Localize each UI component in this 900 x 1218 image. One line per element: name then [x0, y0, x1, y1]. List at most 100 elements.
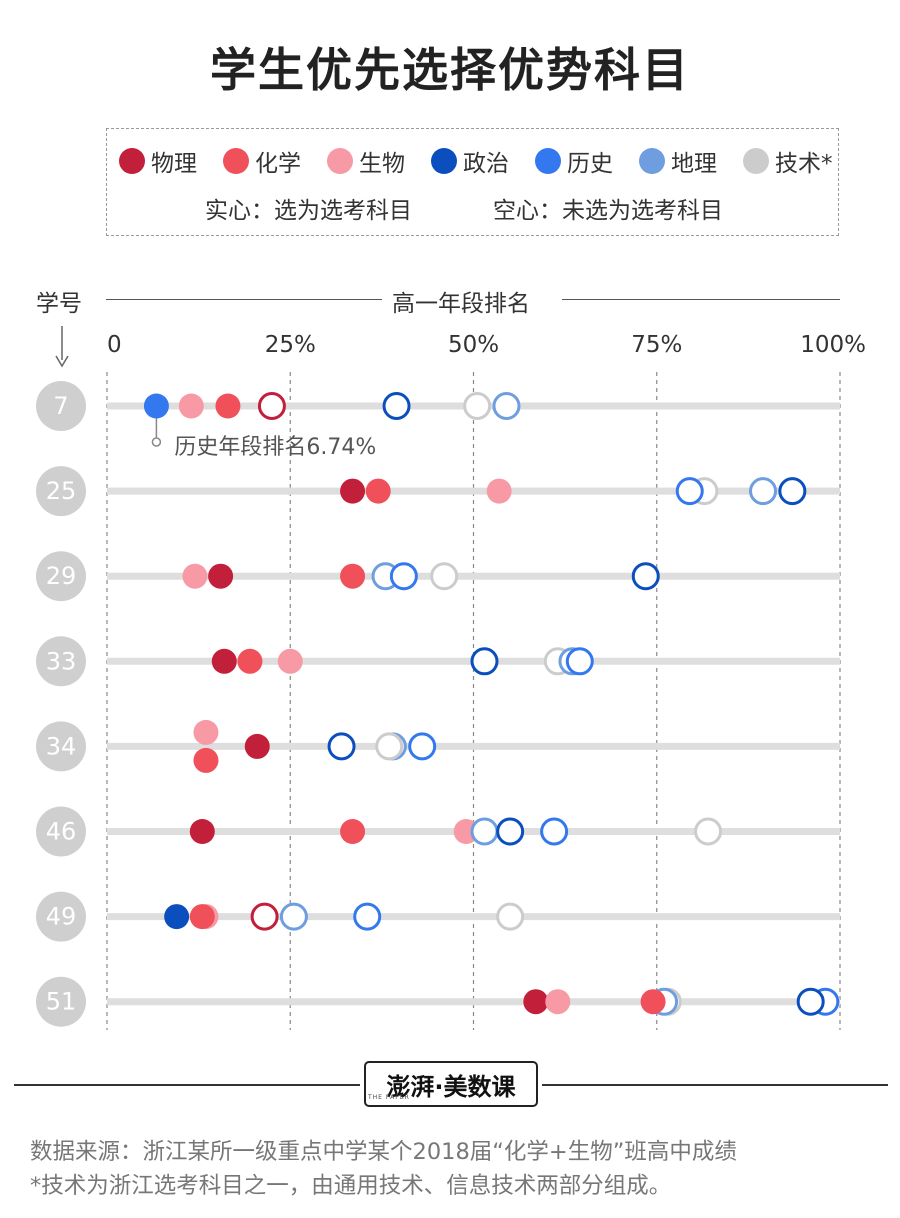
student-row-29: 29	[36, 551, 840, 602]
point-化学	[340, 563, 366, 589]
footer-divider-right	[542, 1084, 888, 1086]
annotation-leader-end	[151, 437, 162, 447]
axis-header-line-right	[562, 299, 840, 300]
point-地理	[749, 477, 778, 506]
legend-item-technology: 技术*	[743, 143, 833, 179]
point-生物	[182, 563, 208, 589]
legend-dot-biology	[327, 148, 353, 174]
student-id-badge	[36, 381, 86, 431]
student-id-badge	[36, 891, 86, 942]
point-物理	[208, 563, 234, 589]
point-政治	[164, 904, 190, 930]
point-历史	[675, 477, 704, 506]
point-历史	[143, 393, 169, 419]
student-id-text: 33	[46, 647, 77, 675]
point-历史	[408, 732, 437, 761]
tick-label-0: 0	[107, 332, 122, 358]
student-id-arrow-head	[55, 355, 69, 368]
point-化学	[237, 648, 263, 674]
point-物理	[257, 392, 286, 420]
student-id-badge	[36, 636, 86, 687]
brand-logo-subtitle: THE PAPER	[368, 1094, 410, 1101]
chart-svg: 0 25% 50% 75% 100% 7 25 29 33 34 46 49 51 历史年段排名6.7…	[36, 326, 866, 1030]
point-政治	[327, 732, 356, 761]
point-生物	[277, 648, 303, 674]
legend-item-physics: 物理	[119, 143, 197, 179]
tick-label-50: 50%	[448, 332, 499, 358]
student-row-34: 34	[36, 719, 840, 773]
legend-item-geography: 地理	[639, 143, 717, 179]
grid-layer	[106, 372, 841, 1030]
student-id-badge	[36, 721, 86, 772]
point-生物	[545, 989, 571, 1015]
point-物理	[211, 648, 237, 674]
legend-label-physics: 物理	[151, 151, 197, 177]
point-历史	[565, 647, 594, 676]
student-id-text: 51	[46, 988, 77, 1016]
point-历史	[389, 562, 418, 591]
legend-dot-geography	[639, 148, 665, 174]
student-id-text: 29	[46, 562, 77, 590]
legend-dot-politics	[431, 148, 457, 174]
chart-title: 学生优先选择优势科目	[210, 43, 690, 97]
point-化学	[215, 393, 241, 419]
annotation-text: 历史年段排名6.74%	[174, 435, 376, 460]
point-生物	[486, 478, 512, 504]
legend-solid-note: 实心：选为选考科目	[205, 198, 412, 224]
point-物理	[244, 733, 270, 759]
point-地理	[492, 392, 521, 420]
source-note: 数据来源：浙江某所一级重点中学某个2018届“化学+生物”班高中成绩	[30, 1139, 737, 1165]
point-技术*	[430, 562, 459, 591]
point-物理	[250, 902, 279, 931]
point-物理	[189, 819, 215, 844]
legend-label-biology: 生物	[359, 151, 405, 177]
student-id-badge	[36, 551, 86, 602]
legend-item-biology: 生物	[327, 143, 405, 179]
student-row-33: 33	[36, 636, 840, 687]
point-生物	[193, 719, 219, 745]
point-生物	[178, 393, 204, 419]
student-rows-layer: 7 25 29 33 34 46 49 51	[36, 381, 840, 1027]
point-技术*	[496, 902, 525, 931]
point-政治	[796, 987, 825, 1016]
legend-item-chemistry: 化学	[223, 143, 301, 179]
student-id-badge	[36, 806, 86, 857]
legend-label-chemistry: 化学	[255, 151, 301, 177]
tick-label-75: 75%	[631, 332, 682, 358]
student-row-51: 51	[36, 976, 840, 1027]
legend-dot-physics	[119, 148, 145, 174]
tick-label-100: 100%	[800, 332, 866, 358]
legend-item-politics: 政治	[431, 143, 509, 179]
footer-divider-left	[14, 1084, 360, 1086]
point-化学	[193, 747, 219, 773]
student-row-46: 46	[36, 806, 840, 857]
point-化学	[189, 904, 215, 930]
point-化学	[640, 989, 666, 1015]
legend-dot-chemistry	[223, 148, 249, 174]
rank-axis-label: 高一年段排名	[392, 291, 530, 317]
student-row-25: 25	[36, 466, 840, 517]
point-物理	[523, 989, 549, 1015]
point-化学	[365, 478, 391, 504]
legend-label-politics: 政治	[463, 151, 509, 177]
point-地理	[470, 817, 499, 846]
legend-dot-history	[535, 148, 561, 174]
footnote: *技术为浙江选考科目之一，由通用技术、信息技术两部分组成。	[30, 1173, 672, 1199]
student-id-label: 学号	[36, 291, 82, 317]
axis-header-line-left	[106, 299, 382, 300]
student-id-text: 7	[53, 392, 68, 420]
legend-item-history: 历史	[535, 143, 613, 179]
annotation-layer: 历史年段排名6.74%	[151, 418, 376, 460]
student-id-text: 49	[46, 903, 77, 931]
point-政治	[631, 562, 660, 591]
legend-label-geography: 地理	[671, 151, 717, 177]
legend: 物理 化学 生物 政治 历史 地理 技术* 实心：选为选考科目 空心：未选为选考…	[106, 128, 839, 236]
student-id-text: 46	[46, 818, 77, 846]
point-政治	[470, 647, 499, 676]
tick-label-layer: 0 25% 50% 75% 100%	[55, 326, 866, 368]
point-政治	[382, 392, 411, 420]
point-技术*	[694, 817, 723, 846]
point-历史	[540, 817, 569, 846]
student-id-badge	[36, 466, 86, 517]
student-id-text: 34	[46, 732, 77, 760]
